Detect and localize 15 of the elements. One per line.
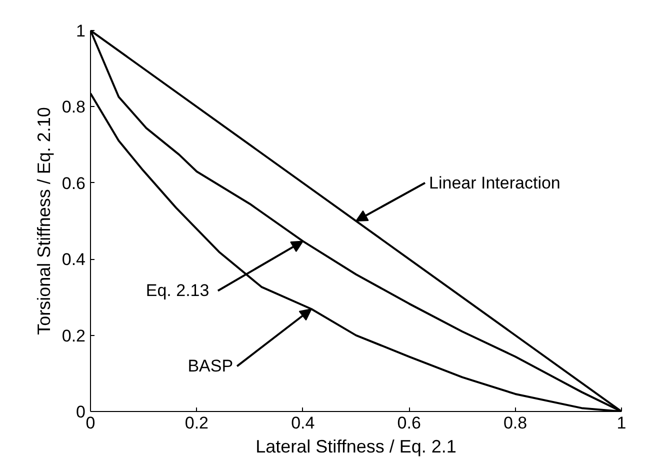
x-tick-label: 1 (616, 414, 626, 432)
x-tick-label: 0.8 (503, 414, 528, 432)
x-axis-title: Lateral Stiffness / Eq. 2.1 (256, 436, 456, 456)
y-tick-label: 0.4 (62, 250, 86, 270)
x-tick-label: 0.6 (397, 414, 421, 432)
y-tick-label: 1 (76, 22, 86, 40)
x-tick-label: 0.2 (184, 414, 209, 432)
annotation: Eq. 2.13 (146, 281, 210, 300)
annotation: Linear Interaction (429, 173, 560, 192)
y-tick-label: 0.8 (62, 98, 86, 117)
y-tick-label: 0.2 (62, 326, 86, 346)
y-axis-title: Torsional Stiffness / Eq. 2.10 (34, 107, 54, 335)
x-tick-label: 0.4 (291, 414, 315, 432)
annotation: BASP (188, 356, 234, 376)
y-tick-label: 0.6 (62, 174, 86, 193)
